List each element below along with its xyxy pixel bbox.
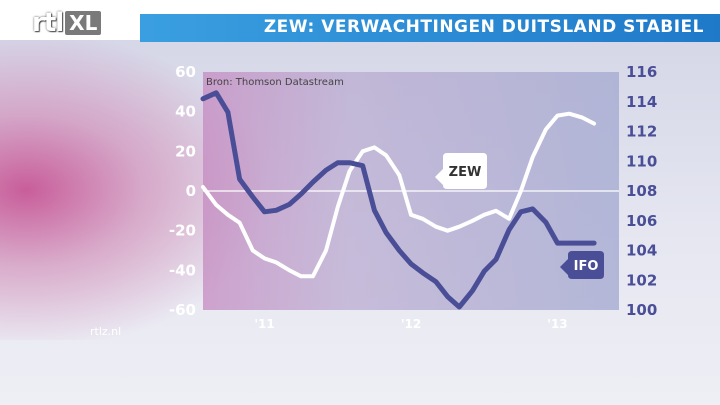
- y-right-tick-label: 102: [626, 271, 657, 289]
- y-left-tick-label: -20: [169, 222, 196, 240]
- site-credit: rtlz.nl: [90, 325, 122, 338]
- source-annotation: Bron: Thomson Datastream: [206, 77, 344, 88]
- y-right-tick-label: 108: [626, 182, 657, 200]
- y-left-tick-label: 20: [175, 142, 196, 160]
- ifo-callout-label: IFO: [574, 259, 599, 274]
- y-left-tick-label: 40: [175, 103, 196, 121]
- x-tick-label: '13: [547, 317, 567, 331]
- logo-xl-badge: XL: [65, 11, 102, 35]
- page-title: ZEW: VERWACHTINGEN DUITSLAND STABIEL: [263, 17, 704, 37]
- channel-logo: rtl XL: [32, 8, 102, 38]
- y-right-tick-label: 110: [626, 152, 657, 170]
- y-left-tick-label: 0: [186, 182, 196, 200]
- y-right-tick-label: 116: [626, 63, 657, 81]
- y-right-tick-label: 114: [626, 93, 657, 111]
- x-tick-label: '11: [254, 317, 274, 331]
- y-right-tick-label: 112: [626, 123, 657, 141]
- zew-callout: [435, 153, 487, 189]
- y-left-tick-label: 60: [175, 63, 196, 81]
- y-right-tick-label: 100: [626, 301, 657, 319]
- y-right-tick-label: 104: [626, 242, 657, 260]
- y-left-tick-label: -60: [169, 301, 196, 319]
- y-right-tick-label: 106: [626, 212, 657, 230]
- series-line-ifo: [200, 90, 597, 310]
- y-left-tick-label: -40: [169, 261, 196, 279]
- title-bar: ZEW: VERWACHTINGEN DUITSLAND STABIEL: [140, 14, 720, 42]
- x-tick-label: '12: [401, 317, 421, 331]
- ifo-callout: [560, 251, 604, 279]
- series-line-zew: [201, 111, 597, 279]
- logo-rtl-text: rtl: [32, 8, 64, 38]
- zew-callout-label: ZEW: [449, 165, 482, 180]
